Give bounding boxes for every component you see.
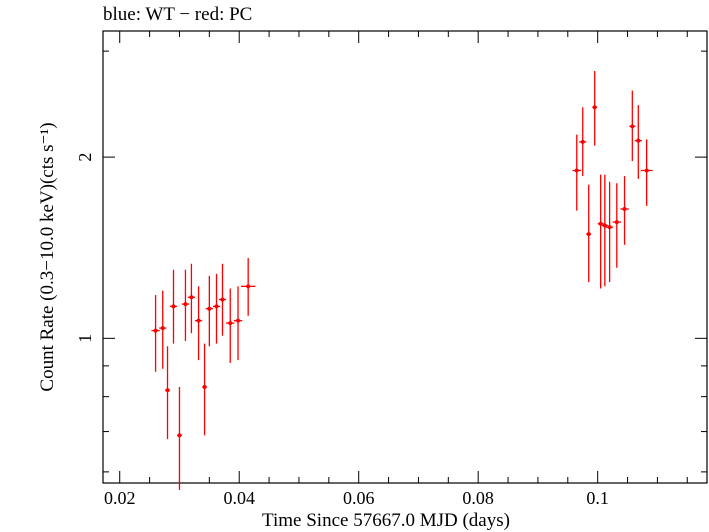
data-point: [579, 107, 587, 177]
y-tick-label: 2: [75, 153, 95, 162]
x-axis: 0.02 0.04 0.06 0.08 0.1: [104, 31, 688, 508]
data-point: [202, 343, 207, 436]
point-marker: [592, 105, 597, 110]
point-marker: [586, 232, 591, 237]
point-marker: [607, 225, 612, 230]
point-marker: [636, 138, 641, 143]
data-point: [205, 275, 213, 347]
y-axis: 12: [75, 50, 707, 473]
point-marker: [160, 326, 165, 331]
data-point: [640, 139, 653, 206]
data-point: [226, 288, 235, 363]
point-marker: [207, 306, 212, 311]
point-marker: [183, 302, 188, 307]
y-axis-label: Count Rate (0.3−10.0 keV)(cts s⁻¹): [37, 122, 58, 391]
data-series-pc: [151, 71, 653, 490]
data-point: [606, 181, 614, 283]
data-point: [620, 176, 629, 245]
data-point: [165, 346, 170, 440]
data-point: [241, 257, 256, 316]
point-marker: [228, 321, 233, 326]
data-point: [592, 71, 598, 146]
point-marker: [220, 297, 225, 302]
point-marker: [598, 221, 603, 226]
data-point: [601, 174, 608, 287]
data-point: [572, 134, 581, 211]
data-point: [181, 269, 190, 341]
point-marker: [177, 433, 182, 438]
point-marker: [614, 220, 619, 225]
data-point: [612, 183, 621, 268]
data-point: [212, 273, 221, 344]
x-tick-label: 0.08: [462, 488, 494, 508]
chart-title: blue: WT − red: PC: [103, 4, 253, 25]
data-point: [218, 263, 227, 336]
data-point: [629, 90, 636, 162]
data-point: [597, 174, 604, 289]
x-tick-label: 0.06: [343, 488, 375, 508]
data-point: [187, 263, 196, 334]
point-marker: [189, 295, 194, 300]
x-tick-label: 0.1: [586, 488, 609, 508]
data-point: [634, 105, 642, 179]
x-tick-label: 0.04: [223, 488, 255, 508]
data-point: [177, 387, 182, 490]
point-marker: [165, 388, 170, 393]
point-marker: [214, 304, 219, 309]
plot-frame: [102, 30, 708, 484]
y-tick-label: 1: [75, 334, 95, 343]
point-marker: [236, 318, 241, 323]
point-marker: [246, 284, 251, 289]
data-point: [233, 286, 243, 361]
data-point: [159, 290, 167, 369]
point-marker: [574, 168, 579, 173]
point-marker: [196, 318, 201, 323]
point-marker: [622, 207, 627, 212]
data-point: [586, 184, 592, 283]
point-marker: [630, 124, 635, 129]
data-point: [169, 269, 178, 344]
point-marker: [602, 223, 607, 228]
point-marker: [580, 139, 585, 144]
data-point: [195, 286, 203, 361]
point-marker: [153, 328, 158, 333]
data-point: [151, 295, 160, 372]
point-marker: [171, 304, 176, 309]
point-marker: [202, 385, 207, 390]
point-marker: [644, 168, 649, 173]
x-axis-label: Time Since 57667.0 MJD (days): [262, 510, 510, 531]
x-tick-label: 0.02: [104, 488, 136, 508]
